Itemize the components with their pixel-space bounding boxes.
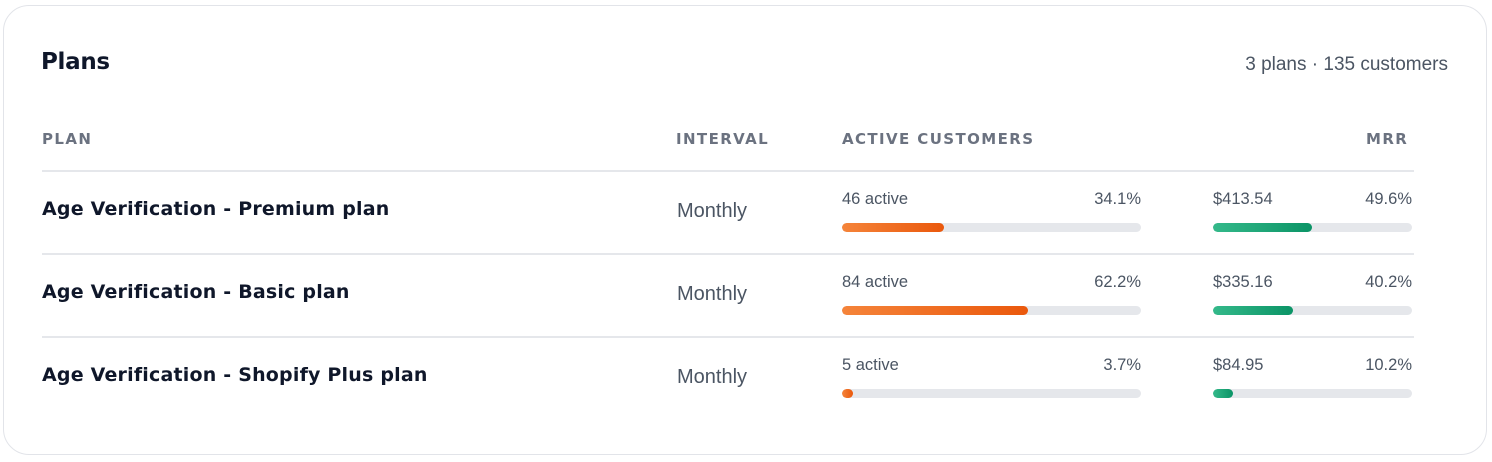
active-customers-bar (842, 306, 1141, 315)
table-row[interactable]: Age Verification - Basic plan Monthly 84… (4, 254, 1488, 337)
mrr-percent: 49.6% (1365, 190, 1412, 208)
plan-name: Age Verification - Shopify Plus plan (42, 364, 428, 386)
table-row[interactable]: Age Verification - Premium plan Monthly … (4, 171, 1488, 254)
plan-interval: Monthly (677, 283, 748, 305)
active-customers-percent: 34.1% (1094, 190, 1141, 208)
plans-summary: 3 plans · 135 customers (1245, 54, 1448, 75)
active-customers-bar (842, 389, 1141, 398)
column-header-plan: PLAN (42, 130, 93, 148)
mrr-percent: 10.2% (1365, 356, 1412, 374)
active-customers-percent: 3.7% (1103, 356, 1141, 374)
card-title: Plans (41, 49, 110, 75)
mrr-bar-fill (1213, 223, 1312, 232)
active-customers-count: 46 active (842, 190, 909, 208)
mrr-bar (1213, 306, 1412, 315)
active-customers-bar-fill (842, 306, 1028, 315)
plan-interval: Monthly (677, 366, 748, 388)
mrr-percent: 40.2% (1365, 273, 1412, 291)
plan-name: Age Verification - Basic plan (42, 281, 350, 303)
plans-card: Plans 3 plans · 135 customers PLAN INTER… (3, 5, 1487, 455)
active-customers-bar-fill (842, 389, 854, 398)
mrr-bar-fill (1213, 306, 1293, 315)
plan-interval: Monthly (677, 200, 748, 222)
mrr-amount: $413.54 (1213, 190, 1273, 208)
mrr-bar-fill (1213, 389, 1234, 398)
column-header-mrr: MRR (1366, 130, 1409, 148)
mrr-bar (1213, 389, 1412, 398)
active-customers-percent: 62.2% (1094, 273, 1141, 291)
active-customers-bar-fill (842, 223, 944, 232)
table-row[interactable]: Age Verification - Shopify Plus plan Mon… (4, 337, 1488, 420)
header-divider (42, 170, 1414, 172)
row-divider (42, 336, 1414, 338)
active-customers-bar (842, 223, 1141, 232)
column-header-active-customers: ACTIVE CUSTOMERS (842, 130, 1035, 148)
plan-name: Age Verification - Premium plan (42, 198, 390, 220)
row-divider (42, 253, 1414, 255)
mrr-amount: $84.95 (1213, 356, 1264, 374)
active-customers-count: 5 active (842, 356, 899, 374)
mrr-amount: $335.16 (1213, 273, 1273, 291)
mrr-bar (1213, 223, 1412, 232)
active-customers-count: 84 active (842, 273, 909, 291)
column-header-interval: INTERVAL (676, 130, 770, 148)
